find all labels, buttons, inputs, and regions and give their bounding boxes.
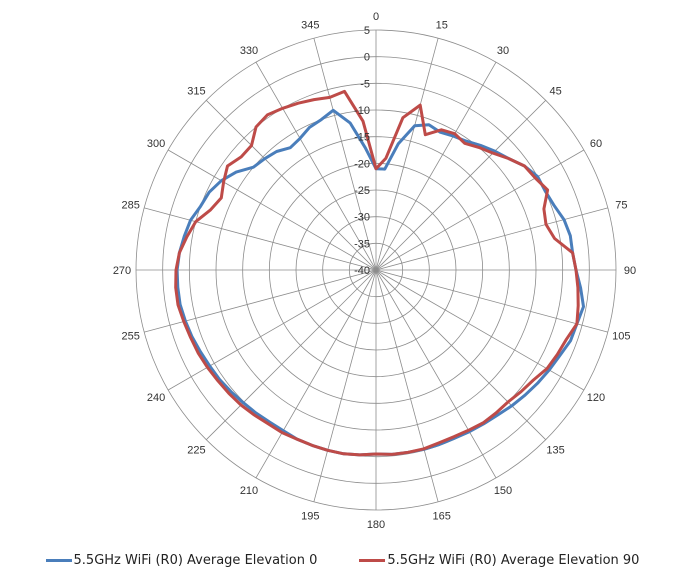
angle-tick-label: 240 [147, 392, 165, 404]
grid-spoke [375, 269, 546, 440]
radar-chart: 0 15 30 45 60 75 90 105 120 135 150 165 180 195 210 225… [113, 11, 636, 531]
angle-tick-label: 195 [301, 510, 319, 522]
angle-tick-label: 225 [187, 445, 205, 457]
radial-tick-label: -35 [354, 238, 370, 250]
legend-swatch-blue [45, 558, 72, 562]
angle-tick-label: 45 [549, 85, 561, 97]
legend-swatch-red [359, 558, 386, 562]
grid-spoke [375, 38, 439, 271]
radial-tick-label: -40 [354, 265, 370, 277]
grid-spoke [375, 207, 608, 271]
grid-spoke [375, 269, 608, 333]
angle-tick-label: 105 [612, 331, 630, 343]
angle-tick-label: 270 [113, 265, 131, 277]
radial-tick-label: -10 [354, 105, 370, 117]
angle-tick-label: 120 [587, 392, 605, 404]
series-line-1 [174, 89, 580, 457]
radial-tick-label: -25 [354, 185, 370, 197]
angle-tick-label: 285 [121, 199, 139, 211]
radial-tick-label: 5 [364, 25, 370, 37]
radial-tick-label: 0 [364, 52, 370, 64]
angle-tick-label: 300 [147, 138, 165, 150]
grid-spoke [255, 61, 377, 271]
angle-tick-label: 30 [497, 45, 509, 57]
grid-spoke [375, 269, 497, 479]
angle-tick-label: 60 [590, 138, 602, 150]
angle-tick-label: 345 [301, 20, 319, 32]
angle-tick-label: 90 [624, 265, 636, 277]
grid-spoke [375, 149, 585, 271]
grid-spoke [144, 207, 377, 271]
grid-spoke [313, 38, 377, 271]
radial-tick-label: -15 [354, 132, 370, 144]
angle-tick-label: 180 [367, 519, 385, 531]
angle-tick-label: 315 [187, 85, 205, 97]
grid-spoke [375, 100, 546, 271]
legend-label-elevation-0: 5.5GHz WiFi (R0) Average Elevation 0 [73, 552, 318, 568]
angle-tick-label: 165 [433, 510, 451, 522]
legend-item-elevation-0: 5.5GHz WiFi (R0) Average Elevation 0 [45, 552, 318, 568]
grid-spoke [313, 269, 377, 502]
polar-grid [135, 29, 617, 511]
grid-spoke [375, 269, 439, 502]
angle-tick-label: 330 [240, 45, 258, 57]
axis-labels: 0 15 30 45 60 75 90 105 120 135 150 165 180 195 210 225… [113, 11, 636, 531]
angle-tick-label: 15 [436, 20, 448, 32]
angle-tick-label: 255 [121, 331, 139, 343]
legend-label-elevation-90: 5.5GHz WiFi (R0) Average Elevation 90 [387, 552, 640, 568]
radial-tick-label: -30 [354, 212, 370, 224]
angle-tick-label: 210 [240, 485, 258, 497]
grid-spoke [375, 61, 497, 271]
grid-spoke [206, 100, 377, 271]
angle-tick-label: 150 [494, 485, 512, 497]
grid-spoke [167, 269, 377, 391]
legend: 5.5GHz WiFi (R0) Average Elevation 0 5.5… [0, 548, 685, 572]
series-layer [174, 89, 585, 457]
angle-tick-label: 0 [373, 11, 379, 23]
angle-tick-label: 135 [546, 445, 564, 457]
grid-spoke [167, 149, 377, 271]
radial-tick-label: -20 [354, 158, 370, 170]
angle-tick-label: 75 [615, 199, 627, 211]
grid-spoke [255, 269, 377, 479]
grid-spoke [206, 269, 377, 440]
legend-item-elevation-90: 5.5GHz WiFi (R0) Average Elevation 90 [359, 553, 639, 568]
radial-tick-label: -5 [360, 78, 370, 90]
